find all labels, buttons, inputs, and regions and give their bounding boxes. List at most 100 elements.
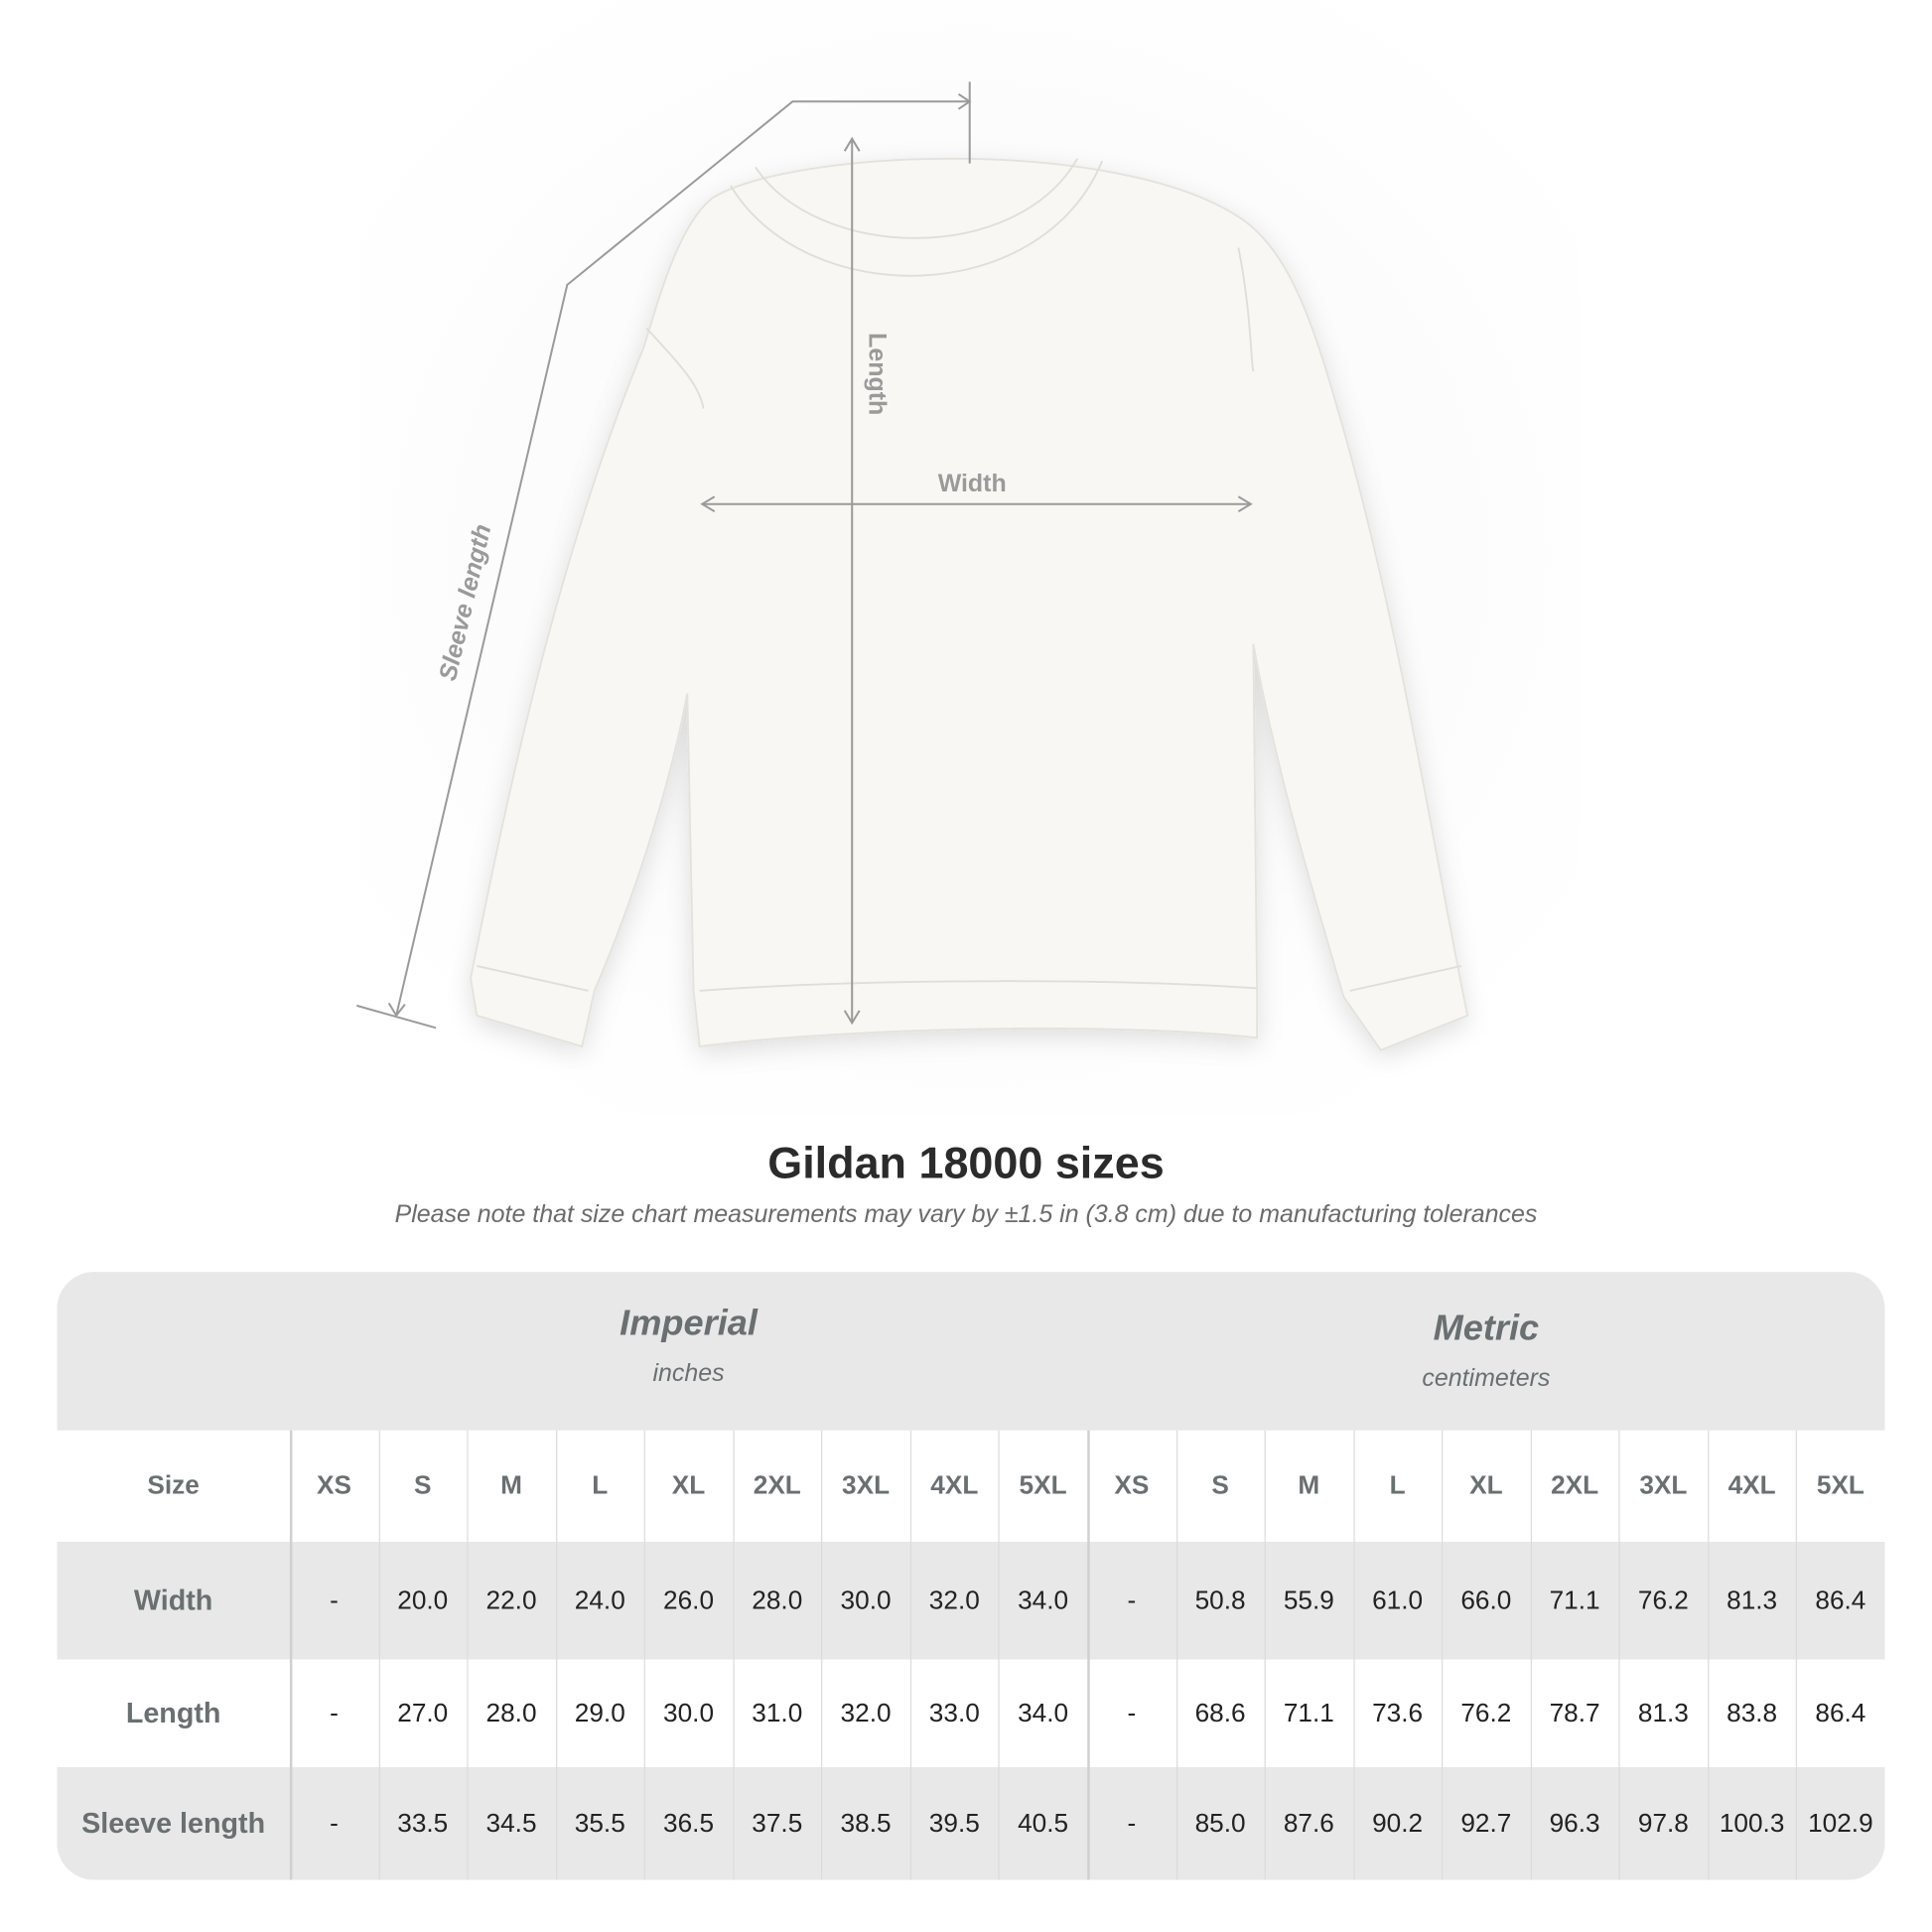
size-column-header: 2XL: [1551, 1470, 1599, 1500]
table-cell: 81.3: [1637, 1698, 1689, 1727]
table-cell: 83.8: [1726, 1698, 1778, 1727]
column-divider: [821, 1430, 823, 1880]
column-divider: [1352, 1430, 1355, 1880]
column-divider: [998, 1430, 1001, 1880]
column-divider: [1087, 1430, 1090, 1880]
table-cell: 34.0: [1018, 1698, 1069, 1727]
table-cell: 32.0: [840, 1698, 892, 1727]
sweatshirt-illustration: Width Length Sleeve length: [355, 0, 1580, 1115]
column-divider: [1618, 1430, 1621, 1880]
column-divider: [1442, 1430, 1444, 1880]
width-label: Width: [938, 470, 1007, 497]
table-cell: -: [1127, 1586, 1137, 1614]
table-cell: 34.0: [1018, 1586, 1069, 1614]
chart-title: Gildan 18000 sizes: [767, 1137, 1165, 1188]
sleeve-length-line: [395, 100, 970, 1017]
table-cell: 76.2: [1637, 1586, 1689, 1614]
table-cell: -: [330, 1808, 339, 1838]
table-cell: -: [1127, 1808, 1137, 1838]
size-table: Imperial inches Metric centimeters Size X…: [57, 1272, 1885, 1880]
row-label: Length: [125, 1696, 221, 1729]
sweatshirt: [470, 157, 1469, 1051]
size-column-header: XL: [671, 1470, 706, 1500]
table-cell: 100.3: [1719, 1808, 1785, 1838]
column-divider: [289, 1430, 293, 1880]
column-divider: [1796, 1430, 1798, 1880]
table-cell: 24.0: [574, 1586, 625, 1614]
table-cell: 35.5: [574, 1808, 625, 1838]
table-cell: 37.5: [752, 1808, 803, 1838]
table-cell: 22.0: [485, 1586, 537, 1614]
table-cell: 28.0: [752, 1586, 803, 1614]
column-divider: [555, 1430, 557, 1880]
size-column-header: M: [1298, 1470, 1320, 1500]
table-cell: 81.3: [1726, 1586, 1778, 1614]
size-column-header: 5XL: [1019, 1470, 1067, 1500]
row-label: Sleeve length: [81, 1806, 266, 1840]
table-header-band: [57, 1272, 1885, 1431]
table-cell: 76.2: [1460, 1698, 1512, 1727]
table-cell: 27.0: [397, 1698, 449, 1727]
column-divider: [467, 1430, 469, 1880]
size-column-header: M: [500, 1470, 522, 1500]
metric-unit: centimeters: [1422, 1364, 1551, 1393]
table-cell: 102.9: [1808, 1808, 1873, 1838]
table-cell: 38.5: [840, 1808, 892, 1838]
table-cell: 40.5: [1018, 1808, 1069, 1838]
table-cell: 66.0: [1460, 1586, 1512, 1614]
length-label: Length: [864, 333, 892, 415]
garment-seams: [477, 158, 1462, 992]
table-cell: 86.4: [1815, 1586, 1866, 1614]
metric-header: Metric centimeters: [1087, 1310, 1884, 1394]
table-cell: 92.7: [1460, 1808, 1512, 1838]
table-cell: 28.0: [485, 1698, 537, 1727]
table-cell: 96.3: [1549, 1808, 1600, 1838]
table-cell: 50.8: [1194, 1586, 1246, 1614]
table-cell: 71.1: [1283, 1698, 1334, 1727]
table-cell: 31.0: [752, 1698, 803, 1727]
column-divider: [909, 1430, 911, 1880]
imperial-title: Imperial: [620, 1304, 758, 1344]
table-cell: 85.0: [1194, 1808, 1246, 1838]
row-band-width: [57, 1542, 1885, 1660]
table-cell: 61.0: [1372, 1586, 1424, 1614]
table-cell: 78.7: [1549, 1698, 1600, 1727]
size-column-header: 3XL: [1639, 1470, 1688, 1500]
column-divider: [1175, 1430, 1177, 1880]
table-cell: 97.8: [1637, 1808, 1689, 1838]
table-cell: 26.0: [663, 1586, 715, 1614]
table-cell: 55.9: [1283, 1586, 1334, 1614]
table-cell: 32.0: [928, 1586, 980, 1614]
table-cell: 34.5: [485, 1808, 537, 1838]
table-cell: 73.6: [1372, 1698, 1424, 1727]
column-divider: [643, 1430, 646, 1880]
size-column-header: S: [414, 1470, 432, 1500]
size-column-header: XL: [1469, 1470, 1503, 1500]
column-divider: [1264, 1430, 1266, 1880]
table-cell: 68.6: [1194, 1698, 1246, 1727]
table-cell: -: [330, 1698, 339, 1727]
column-divider: [733, 1430, 735, 1880]
measurement-lines: [355, 81, 1253, 1030]
table-cell: 86.4: [1815, 1698, 1866, 1727]
table-cell: -: [1127, 1698, 1137, 1727]
table-cell: 20.0: [397, 1586, 449, 1614]
metric-title: Metric: [1433, 1309, 1540, 1349]
table-cell: 36.5: [663, 1808, 715, 1838]
column-divider: [1530, 1430, 1532, 1880]
column-divider: [378, 1430, 380, 1880]
row-band-sleeve: [57, 1767, 1885, 1880]
table-cell: 33.0: [928, 1698, 980, 1727]
table-cell: 29.0: [574, 1698, 625, 1727]
size-column-header: XS: [317, 1470, 351, 1500]
size-column-header: L: [592, 1470, 609, 1500]
table-cell: 30.0: [663, 1698, 715, 1727]
size-column-header: 4XL: [1727, 1470, 1776, 1500]
size-column-header: 3XL: [842, 1470, 891, 1500]
size-column-header: 2XL: [753, 1470, 801, 1500]
imperial-header: Imperial inches: [290, 1305, 1087, 1389]
imperial-unit: inches: [652, 1359, 725, 1388]
size-column-header: S: [1211, 1470, 1229, 1500]
table-cell: 39.5: [928, 1808, 980, 1838]
